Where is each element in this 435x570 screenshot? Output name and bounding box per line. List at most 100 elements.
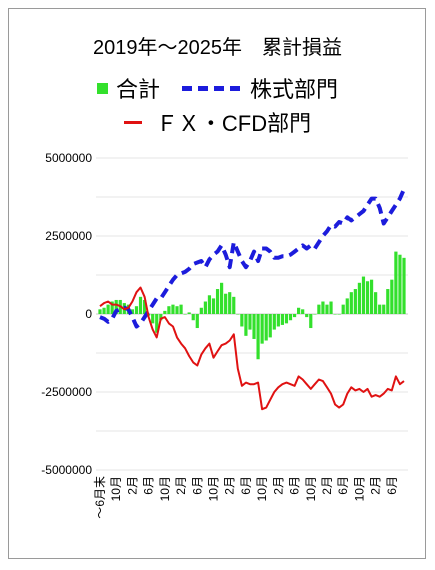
bar — [199, 307, 203, 314]
bar — [268, 314, 272, 338]
bar — [110, 301, 114, 314]
legend-swatch-fx — [123, 120, 142, 124]
bar — [167, 306, 171, 314]
legend-row-1: 合計 株式部門 — [0, 72, 435, 104]
bar — [357, 282, 362, 314]
bar — [301, 309, 305, 314]
bar — [163, 310, 167, 314]
x-tick-label: 10月 — [206, 476, 220, 501]
x-tick-label: 6月 — [385, 476, 399, 495]
bar — [171, 304, 175, 314]
x-tick-label: 10月 — [158, 476, 172, 501]
bar — [402, 257, 406, 314]
x-tick-label: 2月 — [369, 476, 383, 495]
bar — [345, 298, 349, 314]
y-tick-label: 5000000 — [45, 151, 92, 165]
bar — [142, 299, 147, 314]
bar — [191, 314, 195, 321]
bar — [288, 314, 293, 321]
x-tick-label: 6月 — [336, 476, 350, 495]
bar — [349, 292, 353, 314]
legend-item-fx: ＦＸ・CFD部門 — [123, 106, 312, 138]
bar — [244, 314, 248, 336]
x-tick-label: ～6月末 — [93, 476, 107, 519]
legend-swatch-total — [96, 82, 108, 94]
bar — [390, 279, 394, 314]
bar — [386, 289, 390, 314]
bar — [272, 314, 276, 330]
chart-title: 2019年～2025年 累計損益 — [93, 37, 342, 59]
bar — [252, 314, 256, 339]
legend-row-2: ＦＸ・CFD部門 — [0, 106, 435, 138]
bar — [378, 304, 382, 314]
bar — [374, 292, 378, 314]
bar — [264, 314, 268, 341]
x-tick-label: 6月 — [288, 476, 302, 495]
bar — [260, 314, 264, 344]
bar — [329, 301, 333, 314]
bar — [134, 306, 139, 314]
bar — [333, 314, 337, 315]
bar — [203, 301, 207, 314]
legend-item-total: 合計 — [96, 72, 160, 104]
bar — [175, 306, 179, 314]
x-tick-label: 2月 — [223, 476, 237, 495]
x-tick-label: 2月 — [125, 476, 139, 495]
bar — [159, 314, 163, 321]
legend-item-stock: 株式部門 — [160, 72, 338, 104]
x-tick-label: 10月 — [255, 476, 269, 501]
bar — [280, 314, 284, 325]
bar — [211, 298, 216, 314]
bar — [309, 314, 313, 329]
bar — [341, 304, 345, 314]
bar — [183, 314, 187, 315]
bar — [394, 251, 398, 314]
fx-line — [99, 286, 405, 411]
bar — [256, 314, 260, 360]
bar — [353, 289, 357, 314]
bar — [305, 314, 309, 318]
bar — [102, 307, 106, 314]
bar — [220, 282, 224, 314]
bar — [317, 304, 321, 314]
bar — [151, 314, 155, 324]
bar — [248, 314, 252, 330]
bar — [325, 304, 329, 314]
x-tick-label: 6月 — [239, 476, 253, 495]
bar — [337, 314, 341, 315]
bar — [276, 314, 280, 327]
bar — [114, 299, 118, 314]
bar — [179, 304, 183, 314]
x-tick-label: 10月 — [304, 476, 318, 501]
bar — [98, 309, 102, 314]
x-tick-label: 2月 — [320, 476, 334, 495]
bar — [297, 307, 301, 314]
bar — [155, 314, 159, 333]
x-tick-label: 6月 — [142, 476, 156, 495]
bar — [365, 281, 370, 314]
bar — [236, 314, 240, 315]
bar — [382, 304, 386, 314]
bar — [398, 254, 402, 314]
bar — [369, 279, 374, 314]
bar — [313, 314, 317, 315]
legend-label-total: 合計 — [115, 77, 160, 102]
bar — [106, 304, 110, 314]
x-tick-label: 10月 — [352, 476, 366, 501]
stock-line — [99, 188, 406, 329]
bar — [284, 314, 289, 324]
y-tick-label: -2500000 — [41, 385, 92, 399]
bar — [187, 312, 191, 314]
y-tick-label: -5000000 — [41, 463, 92, 477]
legend-label-fx: ＦＸ・CFD部門 — [155, 111, 312, 136]
x-tick-label: 2月 — [271, 476, 285, 495]
bar — [232, 296, 236, 314]
bar — [224, 293, 228, 314]
legend-label-stock: 株式部門 — [250, 77, 339, 102]
bar — [240, 314, 244, 327]
x-tick-label: 2月 — [174, 476, 188, 495]
bar — [215, 289, 220, 314]
legend-swatch-stock — [182, 85, 240, 91]
x-tick-label: 10月 — [109, 476, 123, 501]
